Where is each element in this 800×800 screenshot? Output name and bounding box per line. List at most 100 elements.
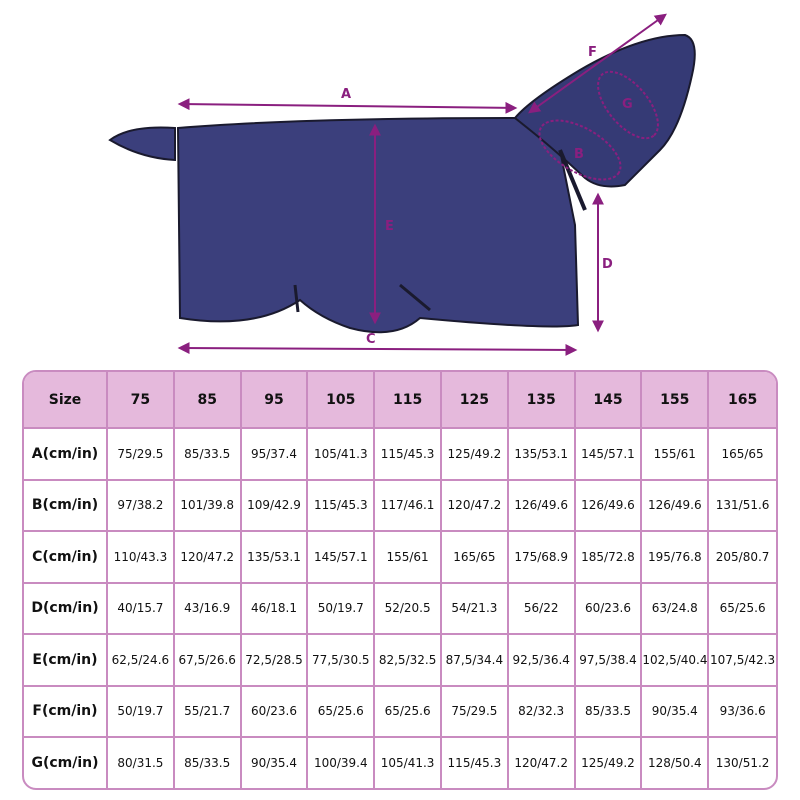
- label-c: C: [366, 332, 376, 347]
- header-size-125: 125: [441, 372, 509, 429]
- table-cell: 126/49.6: [642, 480, 710, 532]
- table-cell: 40/15.7: [108, 583, 175, 635]
- table-cell: 145/57.1: [308, 532, 376, 584]
- table-cell: 62,5/24.6: [108, 635, 175, 687]
- label-b: B: [574, 147, 584, 162]
- table-row: C(cm/in) 110/43.3 120/47.2 135/53.1 145/57.1…: [24, 532, 776, 584]
- row-label: E(cm/in): [24, 635, 108, 687]
- table-cell: 126/49.6: [508, 480, 576, 532]
- size-chart-table: Size 75 85 95 105 115 125 135 145 155 165 A(cm/in)…: [22, 370, 778, 790]
- table-cell: 90/35.4: [242, 738, 309, 788]
- measurement-arrows: [177, 13, 667, 356]
- table-cell: 115/45.3: [308, 480, 376, 532]
- table-cell: 205/80.7: [709, 532, 776, 584]
- table-cell: 90/35.4: [642, 686, 710, 738]
- table-cell: 101/39.8: [174, 480, 242, 532]
- table-cell: 54/21.3: [441, 583, 509, 635]
- table-cell: 97/38.2: [108, 480, 175, 532]
- table-cell: 92,5/36.4: [508, 635, 576, 687]
- table-cell: 50/19.7: [108, 686, 175, 738]
- header-size-75: 75: [108, 372, 175, 429]
- table-cell: 75/29.5: [441, 686, 509, 738]
- table-cell: 105/41.3: [375, 738, 442, 788]
- table-cell: 130/51.2: [715, 755, 770, 770]
- table-cell: 65/25.6: [709, 584, 776, 635]
- table-row: F(cm/in) 50/19.7 55/21.7 60/23.6 65/25.6 65/2…: [24, 686, 776, 738]
- table-cell: 131/51.6: [709, 481, 776, 532]
- row-label: C(cm/in): [24, 532, 108, 584]
- table-cell: 93/36.6: [709, 687, 776, 738]
- row-label: A(cm/in): [24, 429, 108, 481]
- table-cell: 82,5/32.5: [375, 635, 442, 687]
- table-cell: 155/61: [642, 429, 710, 481]
- header-size-115: 115: [375, 372, 442, 429]
- table-cell: 128/50.4: [642, 738, 710, 788]
- label-a: A: [341, 87, 351, 102]
- table-cell: 52/20.5: [375, 583, 442, 635]
- table-cell: 75/29.5: [108, 429, 175, 481]
- table-cell: 175/68.9: [508, 532, 576, 584]
- header-size-95: 95: [241, 372, 309, 429]
- table-row: G(cm/in) 80/31.5 85/33.5 90/35.4 100/39.4 105…: [24, 738, 776, 788]
- table-cell: 145/57.1: [575, 429, 643, 481]
- table-cell: 85/33.5: [175, 738, 242, 788]
- row-label: B(cm/in): [24, 480, 108, 532]
- table-cell: 120/47.2: [174, 532, 242, 584]
- table-cell: 65/25.6: [308, 686, 376, 738]
- table-cell: 43/16.9: [174, 583, 242, 635]
- table-cell: 125/49.2: [441, 429, 509, 481]
- table-cell: 125/49.2: [576, 738, 643, 788]
- table-cell: 46/18.1: [241, 583, 309, 635]
- table-cell: 105/41.3: [308, 429, 376, 481]
- table-cell: 120/47.2: [509, 738, 576, 788]
- table-cell: 80/31.5: [108, 738, 175, 788]
- table-cell: 185/72.8: [575, 532, 643, 584]
- row-label: F(cm/in): [24, 686, 108, 738]
- table-cell: 165/65: [441, 532, 509, 584]
- table-row: A(cm/in) 75/29.5 85/33.5 95/37.4 105/41.3 115…: [24, 429, 776, 481]
- label-f: F: [588, 45, 597, 60]
- table-cell: 102,5/40.4: [642, 635, 710, 687]
- table-cell: 115/45.3: [442, 738, 509, 788]
- row-label: G(cm/in): [24, 738, 108, 788]
- table-cell: 110/43.3: [108, 532, 175, 584]
- table-cell: 60/23.6: [575, 583, 643, 635]
- table-cell: 87,5/34.4: [441, 635, 509, 687]
- label-e: E: [385, 219, 394, 234]
- row-label: D(cm/in): [24, 583, 108, 635]
- table-cell: 165/65: [709, 429, 776, 481]
- table-cell: 97,5/38.4: [575, 635, 643, 687]
- table-cell: 135/53.1: [508, 429, 576, 481]
- table-cell: 82/32.3: [508, 686, 576, 738]
- table-cell: 120/47.2: [441, 480, 509, 532]
- header-size-135: 135: [508, 372, 576, 429]
- table-cell: 50/19.7: [308, 583, 376, 635]
- table-cell: 65/25.6: [375, 686, 442, 738]
- header-size-145: 145: [575, 372, 643, 429]
- header-size-105: 105: [308, 372, 376, 429]
- table-header-row: Size 75 85 95 105 115 125 135 145 155 165: [24, 372, 776, 429]
- header-size: Size: [24, 372, 108, 429]
- table-cell: 126/49.6: [575, 480, 643, 532]
- table-cell: 60/23.6: [241, 686, 309, 738]
- table-cell: 67,5/26.6: [174, 635, 242, 687]
- label-g: G: [622, 97, 633, 112]
- horse-blanket-diagram: A B C D E F G: [108, 13, 696, 356]
- header-size-85: 85: [174, 372, 242, 429]
- table-cell: 195/76.8: [642, 532, 710, 584]
- table-cell: 72,5/28.5: [241, 635, 309, 687]
- table-row: E(cm/in) 62,5/24.6 67,5/26.6 72,5/28.5 77,5/…: [24, 635, 776, 687]
- table-cell: 56/22: [508, 583, 576, 635]
- table-cell: 135/53.1: [241, 532, 309, 584]
- table-cell: 85/33.5: [575, 686, 643, 738]
- table-cell: 117/46.1: [375, 480, 442, 532]
- header-size-165: 165: [709, 372, 776, 429]
- blanket-body: [108, 33, 696, 334]
- table-cell: 85/33.5: [174, 429, 242, 481]
- table-cell: 100/39.4: [308, 738, 376, 788]
- table-row: D(cm/in) 40/15.7 43/16.9 46/18.1 50/19.7 52/2…: [24, 583, 776, 635]
- header-size-155: 155: [642, 372, 710, 429]
- label-d: D: [602, 257, 613, 272]
- table-cell: 63/24.8: [642, 583, 710, 635]
- table-cell: 109/42.9: [241, 480, 309, 532]
